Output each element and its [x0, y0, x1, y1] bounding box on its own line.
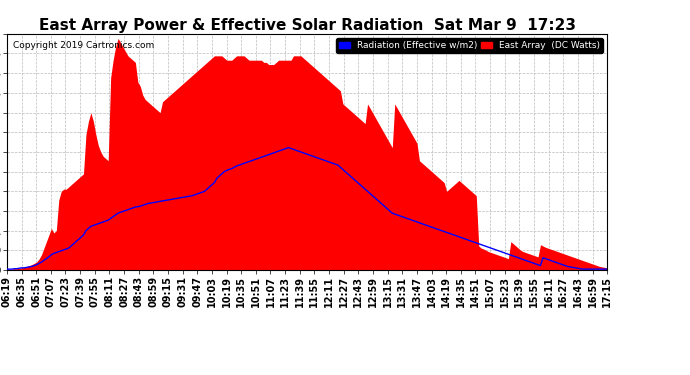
Text: Copyright 2019 Cartronics.com: Copyright 2019 Cartronics.com: [13, 41, 154, 50]
Title: East Array Power & Effective Solar Radiation  Sat Mar 9  17:23: East Array Power & Effective Solar Radia…: [39, 18, 575, 33]
Legend: Radiation (Effective w/m2), East Array  (DC Watts): Radiation (Effective w/m2), East Array (…: [336, 38, 602, 53]
